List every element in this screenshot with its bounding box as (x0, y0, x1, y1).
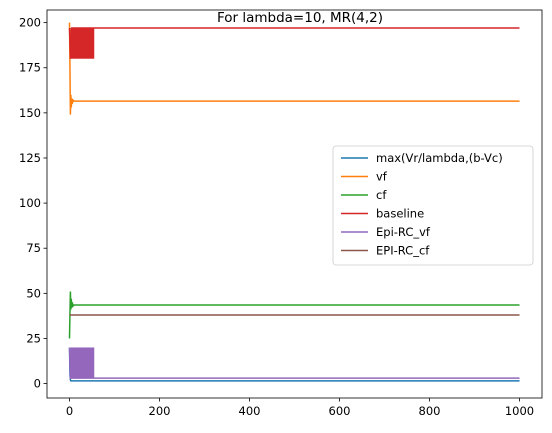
series-band (70, 28, 95, 59)
x-tick-label: 200 (149, 404, 171, 418)
series-line (68, 27, 520, 59)
x-axis: 0 200 400 600 800 1000 (66, 398, 534, 418)
x-tick-label: 800 (419, 404, 441, 418)
legend-item: Epi-RC_vf (341, 225, 431, 239)
y-tick-label: 175 (19, 61, 41, 75)
y-tick-label: 0 (34, 377, 41, 391)
y-tick-label: 25 (26, 331, 41, 345)
series-4 (68, 27, 520, 59)
y-tick-label: 200 (19, 16, 41, 30)
y-tick-label: 75 (26, 241, 41, 255)
axes-frame (46, 9, 543, 399)
x-tick-label: 400 (239, 404, 261, 418)
y-tick-label: 150 (19, 106, 41, 120)
legend-item: vf (341, 170, 388, 184)
legend-label: EPI-RC_cf (376, 244, 430, 258)
legend-label: max(Vr/lambda,(b-Vc) (376, 151, 503, 165)
series-line (68, 22, 520, 115)
x-tick-label: 0 (66, 404, 73, 418)
legend-label: baseline (376, 207, 424, 221)
x-tick-label: 600 (329, 404, 351, 418)
y-tick-label: 50 (26, 286, 41, 300)
legend-box (332, 145, 534, 266)
x-tick-label: 1000 (505, 404, 534, 418)
legend-item: cf (341, 188, 387, 202)
y-tick-label: 125 (19, 151, 41, 165)
legend-label: vf (376, 170, 388, 184)
chart-title: For lambda=10, MR(4,2) (217, 10, 383, 26)
y-tick-label: 100 (19, 196, 41, 210)
legend-label: cf (376, 188, 387, 202)
series-2 (68, 22, 520, 115)
series-line (68, 347, 520, 382)
series-3 (68, 291, 520, 339)
legend-item: baseline (341, 207, 424, 221)
legend-item: max(Vr/lambda,(b-Vc) (341, 151, 503, 165)
plot-area (68, 22, 520, 382)
series-line (68, 291, 520, 339)
legend: max(Vr/lambda,(b-Vc) vf cf baseline Epi-RC_v… (332, 145, 534, 266)
series-band (70, 347, 95, 379)
series-5 (68, 347, 520, 379)
series-line (68, 347, 520, 379)
legend-label: Epi-RC_vf (376, 225, 431, 239)
y-axis: 0 25 50 75 100 125 150 175 200 (19, 16, 47, 391)
series-1 (68, 347, 520, 382)
legend-item: EPI-RC_cf (341, 244, 430, 258)
